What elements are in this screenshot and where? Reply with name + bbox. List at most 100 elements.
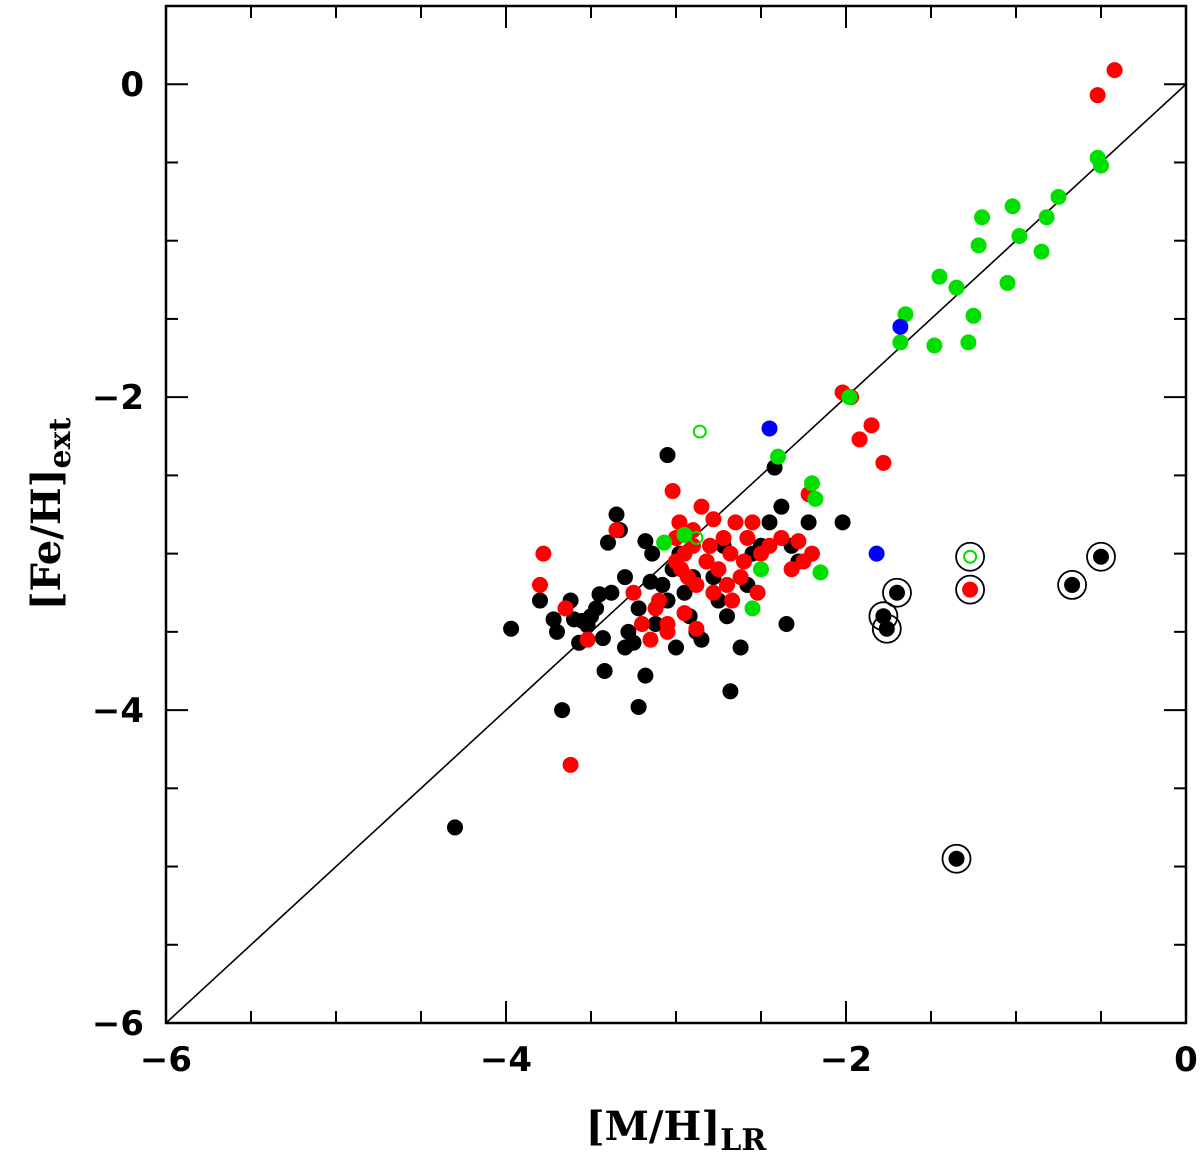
green-data-point [1093,157,1109,174]
blue-data-point [892,318,909,335]
x-tick-label: −6 [140,1040,192,1080]
y-axis-title-sub: ext [43,417,78,468]
red-data-point [744,514,761,531]
circled-marker-ring [882,577,912,608]
black-data-point [773,498,790,515]
plot-frame [164,4,1188,1025]
data-points [447,62,1123,874]
circled-data-point [889,584,905,601]
red-data-point [688,576,705,593]
circled-data-point [878,620,895,637]
red-data-point [634,616,650,633]
y-tick-label: −4 [92,691,144,731]
red-data-point [1089,87,1106,104]
black-data-point [596,662,613,679]
red-data-point [804,545,820,562]
black-data-point [549,623,565,640]
black-data-point [676,584,693,601]
black-data-point [532,592,548,609]
x-tick-label: −4 [480,1040,532,1080]
red-data-point [535,545,552,562]
red-data-point [715,529,732,546]
red-data-point [562,756,579,773]
green-data-point [841,389,858,406]
green-data-point [807,490,824,507]
black-data-point [588,600,605,617]
black-data-point [778,616,795,633]
red-data-point [863,417,880,434]
black-data-point [654,576,671,593]
red-data-point [642,631,659,648]
black-data-point [617,569,633,586]
red-data-point [579,631,596,648]
black-data-point [659,447,676,464]
green-data-point [965,307,982,324]
black-data-point [732,639,749,656]
red-data-point [557,600,574,617]
green-data-point [948,279,965,296]
red-data-point [710,561,727,578]
red-data-point [532,576,548,593]
minor-ticks [166,5,1186,1023]
green-data-point [1050,188,1067,205]
green-data-point [926,337,943,354]
red-data-point [773,529,790,546]
green-data-point [931,268,948,285]
red-data-point [719,576,735,593]
green-data-point [999,274,1016,291]
black-data-point [719,608,735,625]
red-data-point [659,623,676,640]
black-data-point [644,545,661,562]
black-data-point [503,620,520,637]
green-data-point [804,475,820,492]
green-data-point [753,561,769,578]
circled-data-point [1093,548,1109,565]
red-data-point [749,584,766,601]
circled-data-point [1064,576,1081,593]
green-data-point [812,564,829,581]
green-data-point [656,534,673,551]
circled-marker-ring [1057,570,1087,600]
circled-marker-ring [1086,541,1116,572]
green-open-data-point [692,424,707,439]
y-tick-label: 0 [120,65,144,105]
red-data-point [688,620,705,637]
red-data-point [783,561,800,578]
black-data-point [594,630,611,647]
red-data-point [724,592,741,609]
black-data-point [630,600,647,617]
black-data-point [834,514,851,531]
y-tick-label: −2 [92,378,144,418]
green-data-point [974,209,990,226]
green-data-point [1033,243,1050,260]
red-data-point [875,454,892,471]
circled-data-point [962,581,979,598]
red-data-point [736,553,752,570]
red-data-point [705,511,722,528]
red-data-point [761,537,778,554]
green-data-point [1004,198,1021,215]
black-data-point [630,698,647,715]
red-data-point [668,553,684,570]
red-data-point [608,522,625,539]
x-tick-labels: −6 −4 −2 0 [140,1040,1198,1080]
black-data-point [603,584,620,601]
y-axis-title-main: [Fe/H] [23,468,70,610]
blue-data-point [761,420,778,437]
red-data-point [676,605,693,622]
black-data-point [668,639,684,656]
black-data-point [637,667,654,684]
y-tick-label: −6 [92,1004,144,1044]
major-ticks [165,6,1187,1024]
green-data-point [960,334,977,351]
green-data-point [892,334,909,351]
red-data-point [664,483,681,500]
red-data-point [739,529,756,546]
circled-marker-ring [941,843,972,874]
blue-data-point [868,545,885,562]
red-data-point [698,553,715,570]
black-data-point [637,533,654,550]
circled-marker-ring [955,541,985,572]
red-data-point [693,498,710,515]
green-data-point [1038,209,1055,226]
